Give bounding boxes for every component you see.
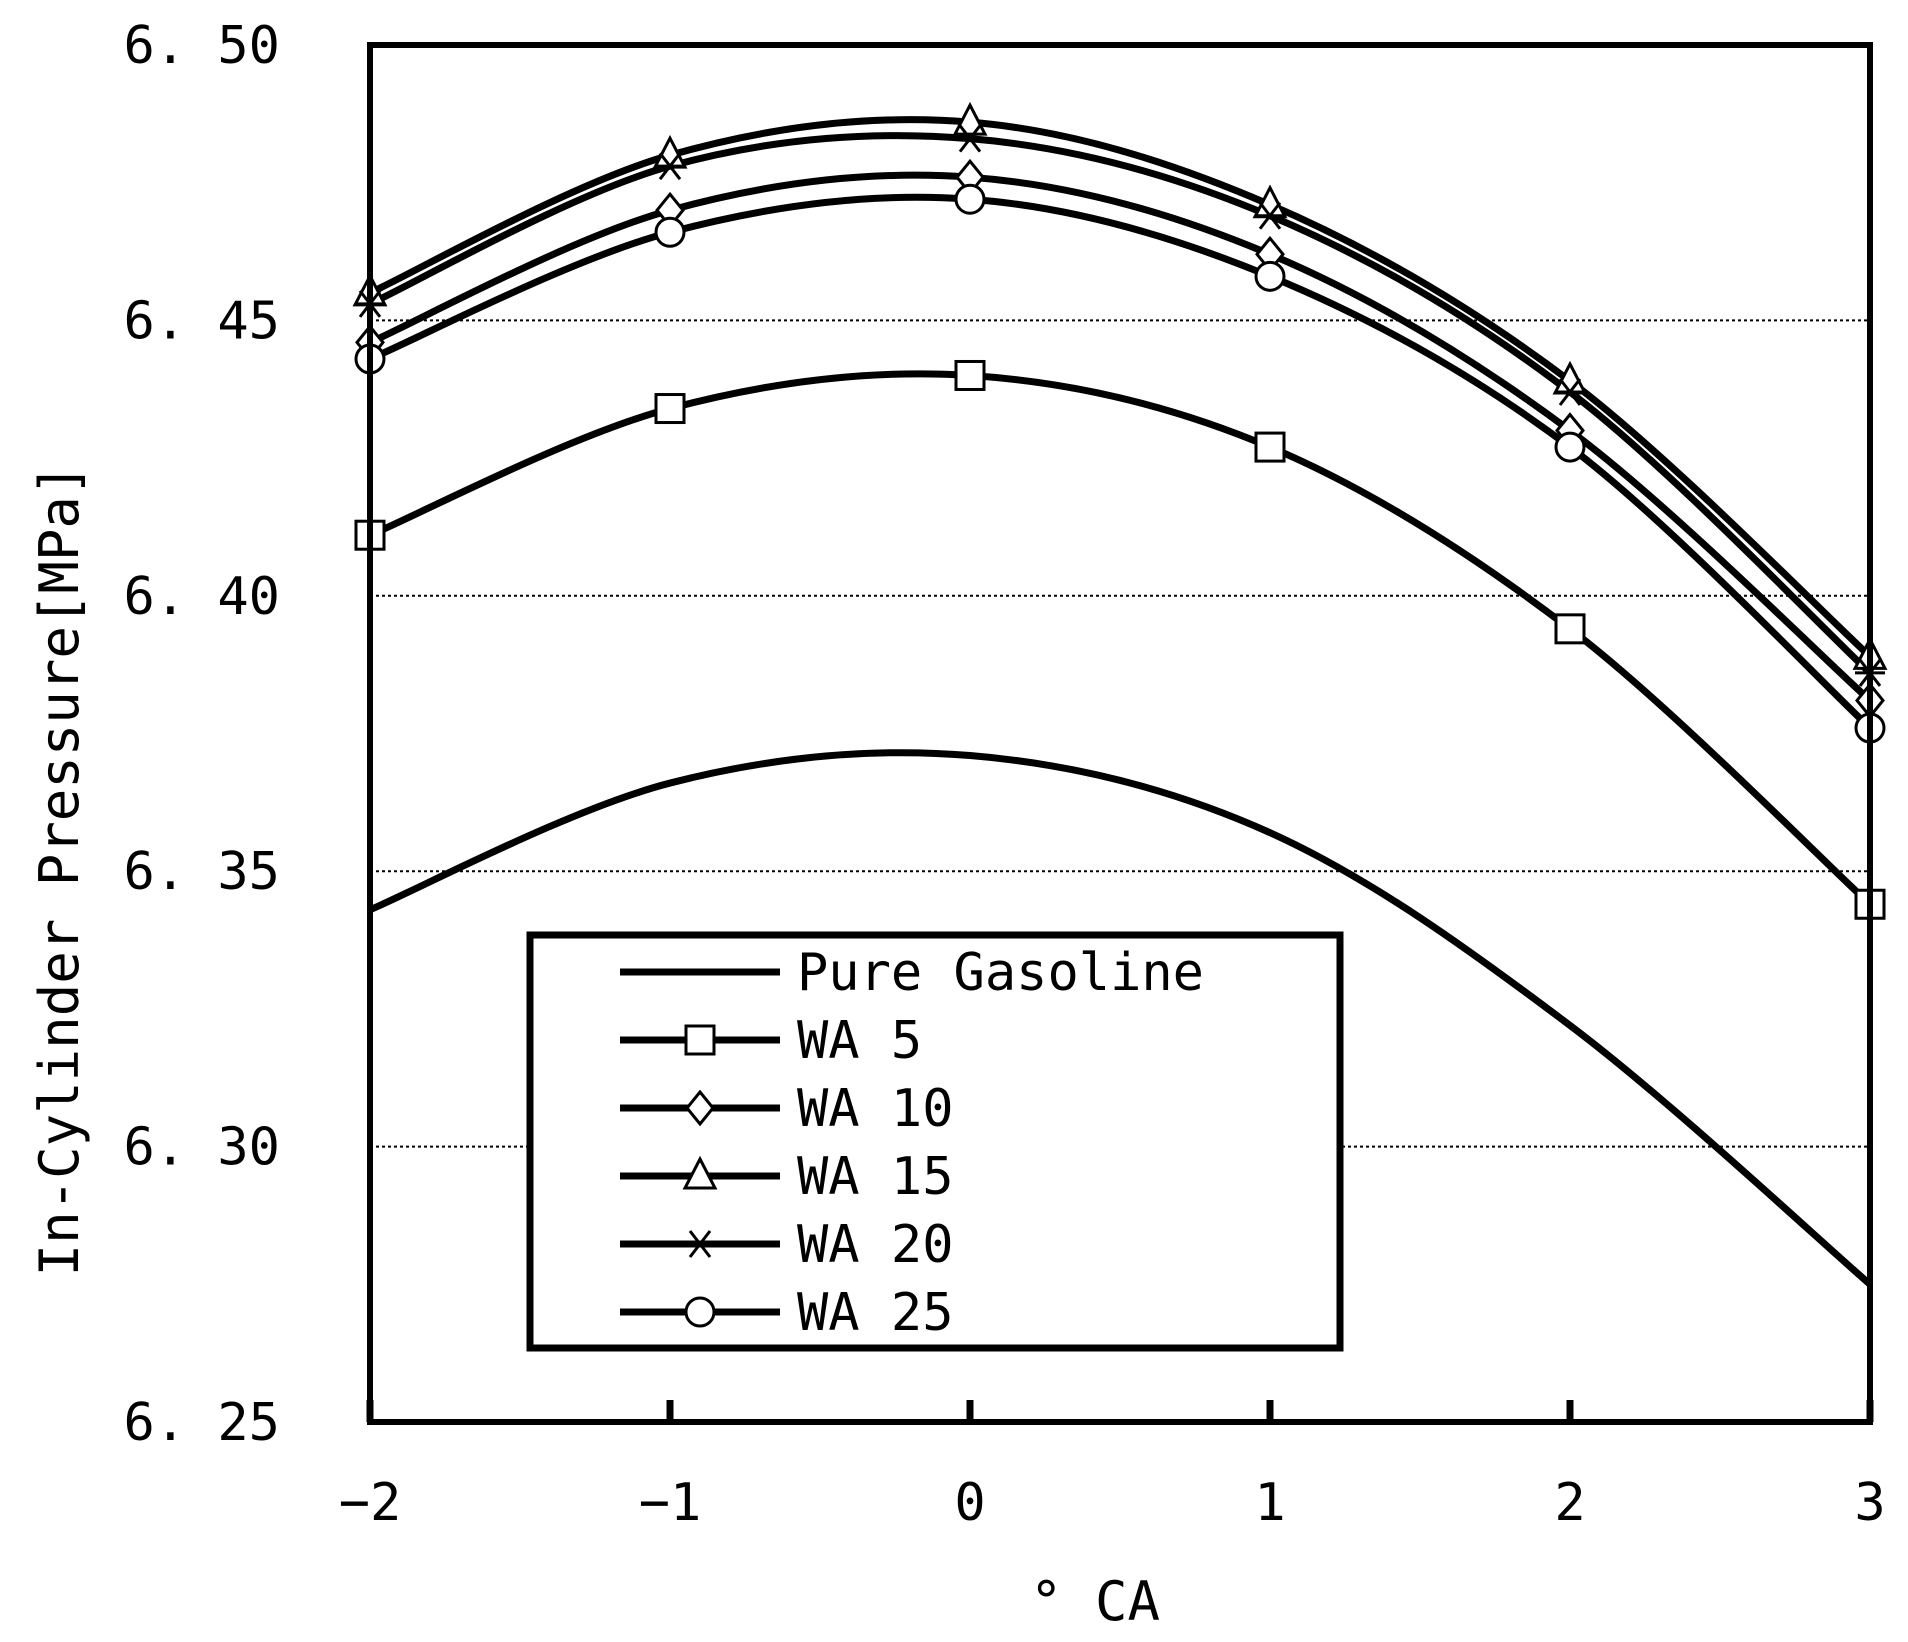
legend-marker-wa-25	[684, 1296, 716, 1328]
plot-frame	[367, 42, 1873, 1425]
x-axis-title: ° CA	[1030, 1570, 1160, 1633]
point-wa-20	[955, 124, 985, 153]
legend: Pure Gasoline WA 5 WA 10 WA 15 WA 20 WA 25	[526, 931, 1344, 1352]
point-wa-15	[1552, 360, 1588, 395]
y-tick-label: 6. 35	[123, 842, 280, 902]
legend-label-wa-5: WA 5	[797, 1011, 922, 1071]
point-wa-25	[1554, 431, 1586, 463]
series-line-wa-20	[368, 132, 1873, 676]
series-lines	[368, 116, 1873, 1287]
legend-marker-wa-15	[682, 1155, 718, 1190]
point-wa-20	[1555, 378, 1585, 406]
legend-box	[526, 931, 1344, 1352]
tick-labels: −2 −1 0 1 2 3 6. 25 6. 30 6. 35 6. 40 6. 45 6. 50	[123, 16, 1885, 1533]
point-wa-5	[954, 359, 986, 391]
x-tick-label: −2	[339, 1473, 402, 1533]
legend-marker-wa-10	[685, 1089, 715, 1127]
legend-label-wa-20: WA 20	[797, 1215, 954, 1275]
legend-label-wa-15: WA 15	[797, 1147, 954, 1207]
x-tick-label: 3	[1854, 1473, 1885, 1533]
y-axis-title: In-Cylinder Pressure[MPa]	[28, 464, 91, 1277]
point-wa-25	[654, 216, 686, 248]
point-wa-5	[654, 393, 686, 425]
point-wa-5	[1254, 431, 1286, 463]
y-tick-label: 6. 25	[123, 1393, 280, 1453]
point-wa-20	[1255, 201, 1285, 230]
y-tick-label: 6. 45	[123, 291, 280, 351]
x-tick-label: 1	[1254, 1473, 1285, 1533]
point-wa-25	[954, 183, 986, 215]
series-line-pure-gasoline	[368, 749, 1873, 1287]
point-wa-20	[655, 152, 685, 181]
legend-marker-wa-20	[685, 1230, 715, 1258]
legend-label-wa-10: WA 10	[797, 1079, 954, 1139]
x-tick-label: −1	[639, 1473, 702, 1533]
y-tick-label: 6. 30	[123, 1118, 280, 1178]
point-wa-25	[1254, 260, 1286, 292]
series-line-wa-15	[368, 116, 1873, 659]
legend-label-wa-25: WA 25	[797, 1283, 954, 1343]
series-line-wa-25	[368, 193, 1873, 731]
series-line-wa-5	[368, 370, 1873, 907]
legend-marker-wa-5	[684, 1024, 716, 1056]
point-wa-5	[1554, 613, 1586, 645]
y-tick-label: 6. 40	[123, 567, 280, 627]
series-line-wa-10	[368, 171, 1873, 704]
axis-ticks	[366, 1400, 1874, 1422]
legend-label-pure-gasoline: Pure Gasoline	[797, 943, 1204, 1003]
x-tick-label: 2	[1554, 1473, 1585, 1533]
y-tick-label: 6. 50	[123, 16, 280, 76]
x-tick-label: 0	[954, 1473, 985, 1533]
